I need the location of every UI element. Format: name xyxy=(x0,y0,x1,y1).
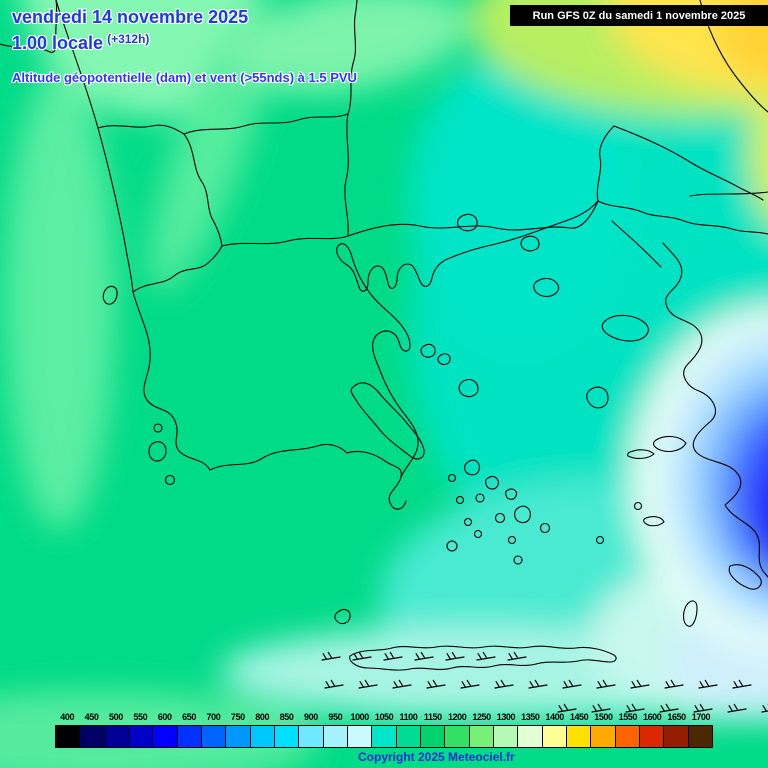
colorbar-cells xyxy=(55,725,713,748)
colorbar-tick: 1050 xyxy=(374,712,394,722)
colorbar-tick: 700 xyxy=(206,712,221,722)
colorbar-cell xyxy=(274,726,300,747)
colorbar-cell xyxy=(591,726,616,747)
wind-barb-icon xyxy=(732,679,752,689)
colorbar-tick: 1150 xyxy=(423,712,442,722)
wind-barbs xyxy=(321,651,768,713)
colorbar-cell xyxy=(420,726,446,747)
colorbar-cell xyxy=(372,726,397,747)
colorbar-tick: 550 xyxy=(133,712,148,722)
colorbar-tick: 1300 xyxy=(496,712,516,722)
colorbar-tick: 500 xyxy=(109,712,123,722)
colorbar-cell xyxy=(518,726,543,747)
colorbar-tick: 600 xyxy=(157,712,172,722)
wind-barb-icon xyxy=(352,651,372,661)
colorbar-tick: 1250 xyxy=(472,712,491,722)
colorbar-tick: 1100 xyxy=(399,712,418,722)
colorbar-cell xyxy=(542,726,567,747)
colorbar-cell xyxy=(347,726,373,747)
wind-barb-icon xyxy=(557,703,577,713)
map-subtitle: Altitude géopotentielle (dam) et vent (>… xyxy=(12,70,357,85)
colorbar-tick: 400 xyxy=(60,712,75,722)
forecast-time: 1.00 locale (+312h) xyxy=(12,28,357,54)
colorbar-tick: 1600 xyxy=(642,712,662,722)
colorbar-cell xyxy=(104,726,129,747)
colorbar-cell xyxy=(80,726,105,747)
wind-barb-icon xyxy=(494,679,514,689)
colorbar-cell xyxy=(128,726,154,747)
colorbar-tick: 1650 xyxy=(667,712,686,722)
colorbar-tick: 650 xyxy=(182,712,196,722)
wind-barb-icon xyxy=(324,679,344,689)
colorbar-tick: 1550 xyxy=(618,712,638,722)
wind-barb-icon xyxy=(383,651,403,661)
wind-barb-icon xyxy=(358,679,378,689)
colorbar-cell xyxy=(323,726,348,747)
colorbar-cell xyxy=(493,726,519,747)
colorbar-cell xyxy=(639,726,665,747)
colorbar-tick: 1700 xyxy=(691,712,711,722)
wind-barb-icon xyxy=(591,703,611,713)
colorbar-tick: 1000 xyxy=(350,712,369,722)
colorbar-cell xyxy=(566,726,592,747)
colorbar-tick: 1400 xyxy=(545,712,564,722)
wind-barb-icon xyxy=(562,679,582,689)
forecast-date: vendredi 14 novembre 2025 xyxy=(12,7,249,27)
colorbar-cell xyxy=(250,726,275,747)
colorbar-cell xyxy=(615,726,640,747)
wind-barb-icon xyxy=(426,679,446,689)
colorbar-cell xyxy=(226,726,251,747)
wind-barb-icon xyxy=(693,703,713,713)
wind-barb-icon xyxy=(659,703,679,713)
wind-barb-icon xyxy=(414,651,434,661)
colorbar-tick: 800 xyxy=(255,712,270,722)
map-header: vendredi 14 novembre 2025 1.00 locale (+3… xyxy=(12,6,357,85)
colorbar-tick: 1500 xyxy=(594,712,613,722)
copyright-text: Copyright 2025 Meteociel.fr xyxy=(358,750,515,764)
colorbar-tick: 900 xyxy=(304,712,318,722)
colorbar-tick: 950 xyxy=(328,712,343,722)
wind-barb-icon xyxy=(596,679,616,689)
wind-barb-icon xyxy=(698,679,718,689)
colorbar-cell xyxy=(445,726,470,747)
colorbar-tick: 450 xyxy=(84,712,99,722)
wind-barb-icon xyxy=(664,679,684,689)
wind-barb-icon xyxy=(321,651,341,661)
wind-barb-icon xyxy=(392,679,412,689)
colorbar-cell xyxy=(688,726,712,747)
colorbar-cell xyxy=(469,726,494,747)
colorbar-cell xyxy=(153,726,178,747)
colorbar-cell xyxy=(299,726,324,747)
wind-barb-icon xyxy=(625,703,645,713)
colorbar-cell xyxy=(177,726,202,747)
wind-barb-icon xyxy=(761,703,768,713)
wind-barb-icon xyxy=(460,679,480,689)
colorbar-tick: 850 xyxy=(279,712,294,722)
colorbar-tick: 1350 xyxy=(521,712,540,722)
wind-barb-icon xyxy=(630,679,650,689)
wind-barb-icon xyxy=(727,703,747,713)
colorbar-tick: 750 xyxy=(230,712,245,722)
wind-barb-icon xyxy=(476,651,496,661)
colorbar-cell xyxy=(56,726,81,747)
forecast-offset: (+312h) xyxy=(107,32,150,46)
colorbar-tick: 1200 xyxy=(447,712,467,722)
wind-barb-icon xyxy=(445,651,465,661)
local-time: 1.00 locale xyxy=(12,33,104,53)
colorbar-labels: 400 450 500 550 600 650 700 750 800 850 900 950 1000… xyxy=(55,712,713,722)
colorbar-cell xyxy=(201,726,227,747)
coastlines-borders xyxy=(0,0,768,671)
colorbar-tick: 1450 xyxy=(569,712,589,722)
colorbar-cell xyxy=(396,726,421,747)
run-info-box: Run GFS 0Z du samedi 1 novembre 2025 xyxy=(510,5,768,26)
wind-barb-icon xyxy=(507,651,527,661)
colorbar-cell xyxy=(664,726,689,747)
wind-barb-icon xyxy=(528,679,548,689)
